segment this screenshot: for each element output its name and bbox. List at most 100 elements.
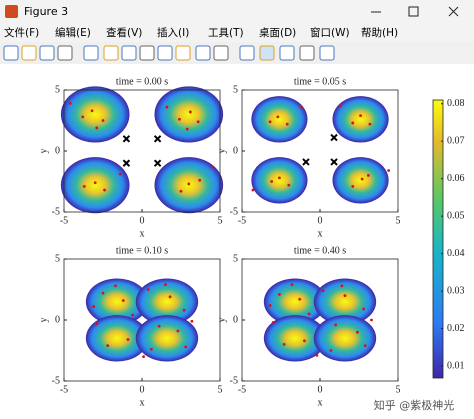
density-blob (263, 278, 327, 325)
toolbar-button[interactable] (195, 45, 211, 61)
menu-item[interactable]: 文件(F) (4, 26, 39, 39)
colorbar-tick-label: 0.08 (447, 98, 465, 109)
density-blob (60, 157, 130, 214)
density-blob (60, 86, 130, 143)
toolbar-button[interactable] (239, 45, 255, 61)
toolbar-button[interactable] (299, 45, 315, 61)
close-button[interactable] (448, 6, 459, 17)
density-blob (263, 315, 327, 362)
x-tick-label: 0 (140, 215, 145, 226)
density-blob (154, 86, 224, 143)
particle (90, 109, 94, 113)
particle (268, 120, 272, 124)
particle (118, 172, 122, 176)
density-blob (85, 278, 149, 325)
toolbar-button[interactable] (279, 45, 295, 61)
particle (68, 102, 72, 105)
menu-item[interactable]: 插入(I) (157, 26, 189, 39)
menu-item[interactable]: 桌面(D) (259, 26, 296, 39)
toolbar-button[interactable] (175, 45, 191, 61)
app-icon (5, 5, 18, 18)
particle (363, 344, 367, 348)
particle (185, 127, 189, 131)
toolbar-button[interactable] (121, 45, 137, 61)
toolbar-button[interactable] (157, 45, 173, 61)
y-axis-label: y (216, 149, 227, 154)
particle (101, 291, 105, 295)
y-tick-label: 5 (233, 253, 238, 264)
particle (271, 321, 275, 324)
particle (103, 188, 106, 192)
toolbar-button[interactable] (103, 45, 119, 61)
toolbar-icons (3, 45, 335, 61)
toolbar-button[interactable] (83, 45, 99, 61)
colorbar-tick-label: 0.02 (447, 323, 465, 334)
maximize-button[interactable] (408, 6, 419, 17)
toolbar-button[interactable] (3, 45, 19, 61)
x-tick-label: -5 (60, 215, 68, 226)
density-blob (251, 96, 308, 143)
x-marker (330, 133, 338, 142)
x-axis-label: x (140, 397, 145, 408)
plot-title: time = 0.00 s (116, 76, 168, 87)
toolbar-button[interactable] (139, 45, 155, 61)
menu-item[interactable]: 帮助(H) (361, 26, 398, 39)
particle (179, 189, 183, 193)
particle (190, 319, 194, 323)
y-tick-label: -5 (52, 206, 60, 217)
x-tick-label: -5 (238, 215, 246, 226)
density-blob (85, 315, 149, 362)
y-axis-label: y (38, 149, 49, 154)
x-marker (122, 159, 131, 167)
toolbar-button[interactable] (21, 45, 37, 61)
plot-title: time = 0.10 s (116, 245, 168, 256)
particle (146, 288, 150, 291)
toolbar-button[interactable] (57, 45, 73, 61)
x-marker (302, 158, 310, 166)
particle (121, 299, 125, 302)
particle (182, 308, 186, 312)
menu-item[interactable]: 查看(V) (106, 26, 142, 39)
x-tick-label: 5 (396, 384, 401, 395)
density-blob (135, 315, 199, 362)
x-tick-label: 0 (318, 384, 323, 395)
colorbar-tick-label: 0.03 (447, 285, 465, 296)
x-tick-label: 5 (396, 215, 401, 226)
particle (343, 294, 347, 297)
density-blob (332, 157, 389, 204)
menu-item[interactable]: 窗口(W) (310, 26, 350, 39)
y-tick-label: 0 (55, 314, 60, 325)
particle (359, 114, 362, 118)
particle (164, 283, 167, 287)
particle (321, 289, 325, 293)
particle (356, 330, 359, 334)
x-tick-label: -5 (238, 384, 246, 395)
particle (303, 339, 306, 343)
density-blob (251, 157, 308, 204)
y-tick-label: -5 (52, 375, 60, 386)
menu-item[interactable]: 工具(T) (208, 27, 244, 39)
particle (178, 117, 181, 121)
y-tick-label: 5 (55, 84, 60, 95)
particle (101, 119, 105, 122)
particle (278, 176, 281, 180)
colorbar-tick-label: 0.01 (447, 360, 465, 371)
toolbar-button[interactable] (259, 45, 275, 61)
y-tick-label: 0 (55, 145, 60, 156)
y-axis-label: y (216, 318, 227, 323)
toolbar-button[interactable] (319, 45, 335, 61)
density-blob (313, 278, 377, 325)
particle (370, 318, 373, 322)
particle (176, 329, 180, 333)
toolbar-button[interactable] (213, 45, 229, 61)
particle (95, 126, 99, 130)
particle (362, 307, 366, 311)
density-blob (135, 278, 199, 325)
x-tick-label: 5 (218, 215, 223, 226)
particle (106, 344, 110, 348)
toolbar-button[interactable] (39, 45, 55, 61)
particle (276, 115, 280, 119)
menu-item[interactable]: 编辑(E) (55, 26, 91, 39)
